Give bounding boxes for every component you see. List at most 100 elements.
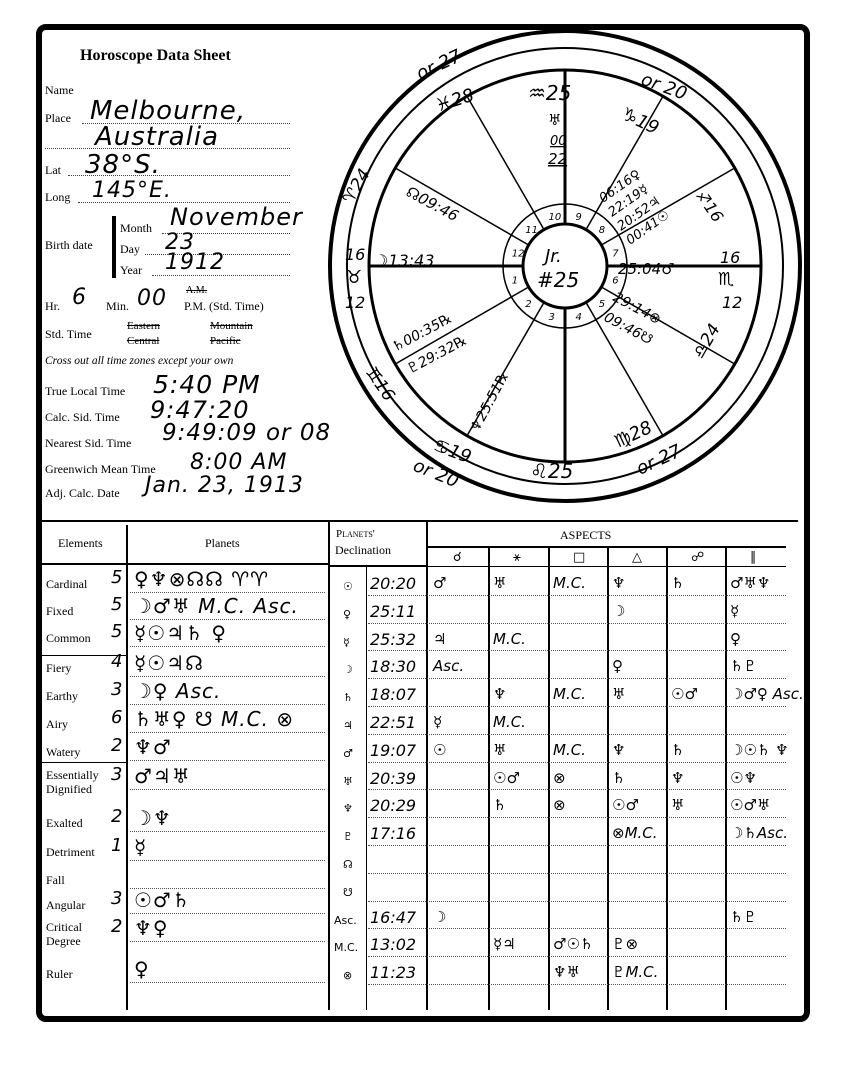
- element-planets: ☿: [134, 835, 148, 859]
- declination-value: 11:23: [370, 963, 417, 983]
- row-rule: [130, 860, 325, 861]
- cusp-label: 12: [722, 293, 742, 312]
- declination-planet-symbol: ☊: [343, 858, 353, 871]
- house-number: 3: [549, 312, 555, 323]
- element-planets: ♂♃♅: [134, 764, 191, 788]
- house-number: 7: [612, 249, 619, 260]
- declination-planet-symbol: ♄: [343, 691, 353, 705]
- row-rule: [130, 646, 325, 647]
- place-line-2: [45, 148, 290, 149]
- house-cusp-line: [466, 301, 545, 437]
- aspect-cell: ☿♃: [493, 935, 516, 954]
- element-count: 4: [111, 651, 123, 672]
- cusp-label: ♌25: [530, 459, 573, 483]
- cusp-label: or 27: [413, 45, 465, 84]
- row-rule: [368, 928, 786, 930]
- row-rule: [368, 789, 786, 791]
- cusp-label: ♎24: [689, 321, 725, 363]
- declination-header-rule: [328, 565, 428, 567]
- element-planets: ☿☉♃☊: [134, 651, 204, 675]
- element-planets: ☽♀ Asc.: [134, 679, 222, 703]
- aspect-cell: ⊗: [553, 796, 566, 815]
- year-label: Year: [120, 263, 143, 277]
- element-label: Critical Degree: [46, 920, 82, 948]
- row-rule: [130, 831, 325, 832]
- element-count: 2: [111, 735, 123, 756]
- house-cusp-line: [600, 286, 736, 365]
- aspect-cell: ⊗: [553, 768, 566, 787]
- aspect-cell: ♀: [612, 657, 623, 676]
- declination-planet-symbol: ♇: [343, 830, 353, 844]
- house-number: 5: [599, 299, 605, 310]
- row-rule: [130, 592, 325, 593]
- house-number: 10: [549, 212, 562, 223]
- elements-group-rule: [40, 655, 128, 656]
- declination-planet-symbol: M.C.: [334, 941, 359, 955]
- elements-group-rule: [40, 762, 128, 763]
- lat-label: Lat: [45, 163, 61, 177]
- house-cusp-line: [394, 167, 530, 246]
- declination-planet-symbol: ♂: [343, 746, 353, 760]
- planets-header: Planets: [205, 536, 240, 550]
- element-label: Cardinal: [46, 577, 88, 591]
- aspect-cell: ☿: [730, 601, 740, 620]
- element-count: 1: [111, 835, 123, 856]
- house-number: 12: [512, 249, 525, 260]
- row-rule: [130, 888, 325, 889]
- row-rule: [368, 733, 786, 735]
- place-line: [82, 123, 290, 124]
- declination-value: 19:07: [370, 740, 417, 760]
- row-rule: [368, 845, 786, 846]
- elements-header: Elements: [58, 536, 103, 550]
- aspect-cell: ☽☉♄ ♆: [730, 740, 789, 759]
- declination-value: 13:02: [370, 935, 417, 955]
- nearest-sid-value: 9:49:09 or 08: [162, 420, 332, 446]
- lat-line: [68, 175, 290, 176]
- zone-eastern[interactable]: Eastern: [127, 320, 160, 332]
- planet-minute: 22: [548, 150, 567, 168]
- aspect-cell: M.C.: [553, 574, 586, 592]
- aspects-header: ASPECTS: [560, 528, 612, 542]
- zone-mountain[interactable]: Mountain: [210, 320, 253, 332]
- declination-planet-symbol: Asc.: [334, 913, 357, 927]
- element-count: 3: [111, 764, 123, 785]
- aspect-cell: ♆♅: [553, 963, 580, 982]
- house-cusp-line: [600, 167, 736, 246]
- row-rule: [368, 650, 786, 652]
- planet-position: ☽13:43: [374, 251, 434, 270]
- element-planets: ☽♂♅ M.C. Asc.: [134, 594, 299, 618]
- aspect-symbol-header: □: [573, 550, 586, 565]
- aspect-column-divider: [548, 546, 550, 1010]
- gmt-label: Greenwich Mean Time: [45, 462, 156, 476]
- std-time-label: Std. Time: [45, 327, 92, 341]
- hr-label: Hr.: [45, 299, 60, 313]
- aspect-cell: M.C.: [493, 629, 526, 648]
- adj-calc-label: Adj. Calc. Date: [45, 486, 120, 500]
- element-count: 5: [111, 567, 123, 588]
- cusp-label: ♏: [718, 269, 734, 290]
- element-label: Ruler: [46, 967, 73, 981]
- elements-divider: [126, 525, 128, 1010]
- aspect-cell: ♆: [612, 740, 626, 759]
- aspect-cell: Asc.: [433, 657, 465, 676]
- declination-value: 17:16: [370, 824, 417, 844]
- element-count: 5: [111, 621, 123, 642]
- row-rule: [130, 941, 325, 942]
- declination-value: 22:51: [370, 713, 417, 732]
- house-cusp-line: [466, 95, 545, 231]
- declination-planet-symbol: ☉: [343, 580, 353, 593]
- house-number: 2: [525, 299, 531, 310]
- house-number: 4: [575, 312, 581, 323]
- aspect-symbol-header: ☌: [453, 550, 462, 565]
- aspect-cell: ♄: [493, 796, 507, 815]
- element-label: Detriment: [46, 845, 95, 859]
- cross-out-note: Cross out all time zones except your own: [45, 355, 234, 367]
- house-number: 1: [512, 275, 518, 286]
- cusp-label: or 20: [638, 69, 689, 105]
- zone-central[interactable]: Central: [127, 335, 160, 347]
- cusp-label: 12: [345, 293, 365, 312]
- zone-pacific[interactable]: Pacific: [210, 335, 241, 347]
- declination-value: 16:47: [370, 907, 417, 927]
- min-label: Min.: [106, 299, 130, 313]
- aspect-cell: ♅: [493, 740, 507, 759]
